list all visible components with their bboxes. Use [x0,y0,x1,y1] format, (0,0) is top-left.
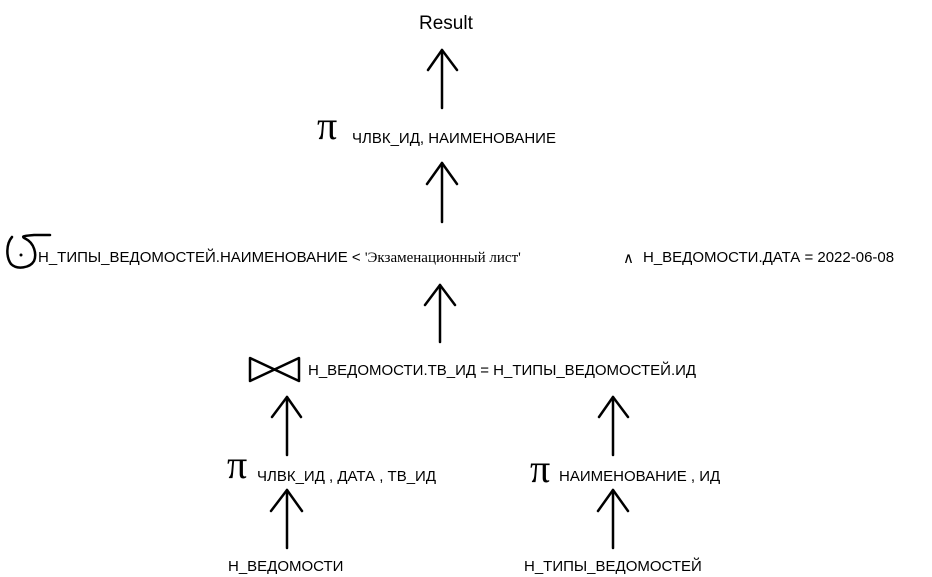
projection-symbol-right: π [530,446,551,491]
arrow-up-icon [269,488,304,550]
join-condition: Н_ВЕДОМОСТИ.ТВ_ИД = Н_ТИПЫ_ВЕДОМОСТЕЙ.ИД [308,362,697,379]
bowtie-join-icon [248,356,301,383]
selection-and-operator: ∧ [623,250,634,267]
sigma-icon [6,233,52,269]
result-label: Result [419,13,473,34]
projection-attributes-right: НАИМЕНОВАНИЕ , ИД [559,468,721,485]
arrow-up-icon [597,395,630,457]
arrow-up-icon [596,488,630,550]
projection-symbol-left: π [227,442,248,487]
arrow-up-icon [423,283,457,344]
projection-attributes-left: ЧЛВК_ИД , ДАТА , ТВ_ИД [257,468,436,485]
selection-left-text: Н_ТИПЫ_ВЕДОМОСТЕЙ.НАИМЕНОВАНИЕ < 'Экзаме… [38,249,521,266]
table-label-right: Н_ТИПЫ_ВЕДОМОСТЕЙ [524,558,702,575]
table-label-left: Н_ВЕДОМОСТИ [228,558,344,575]
projection-attributes-top: ЧЛВК_ИД, НАИМЕНОВАНИЕ [352,130,556,147]
projection-symbol-top: π [317,103,338,148]
arrow-up-icon [270,395,303,457]
selection-condition-left: Н_ТИПЫ_ВЕДОМОСТЕЙ.НАИМЕНОВАНИЕ < 'Экзаме… [38,250,521,266]
selection-condition-right: Н_ВЕДОМОСТИ.ДАТА = 2022-06-08 [643,249,895,266]
arrow-up-icon [425,161,459,224]
arrow-up-icon [426,48,459,110]
